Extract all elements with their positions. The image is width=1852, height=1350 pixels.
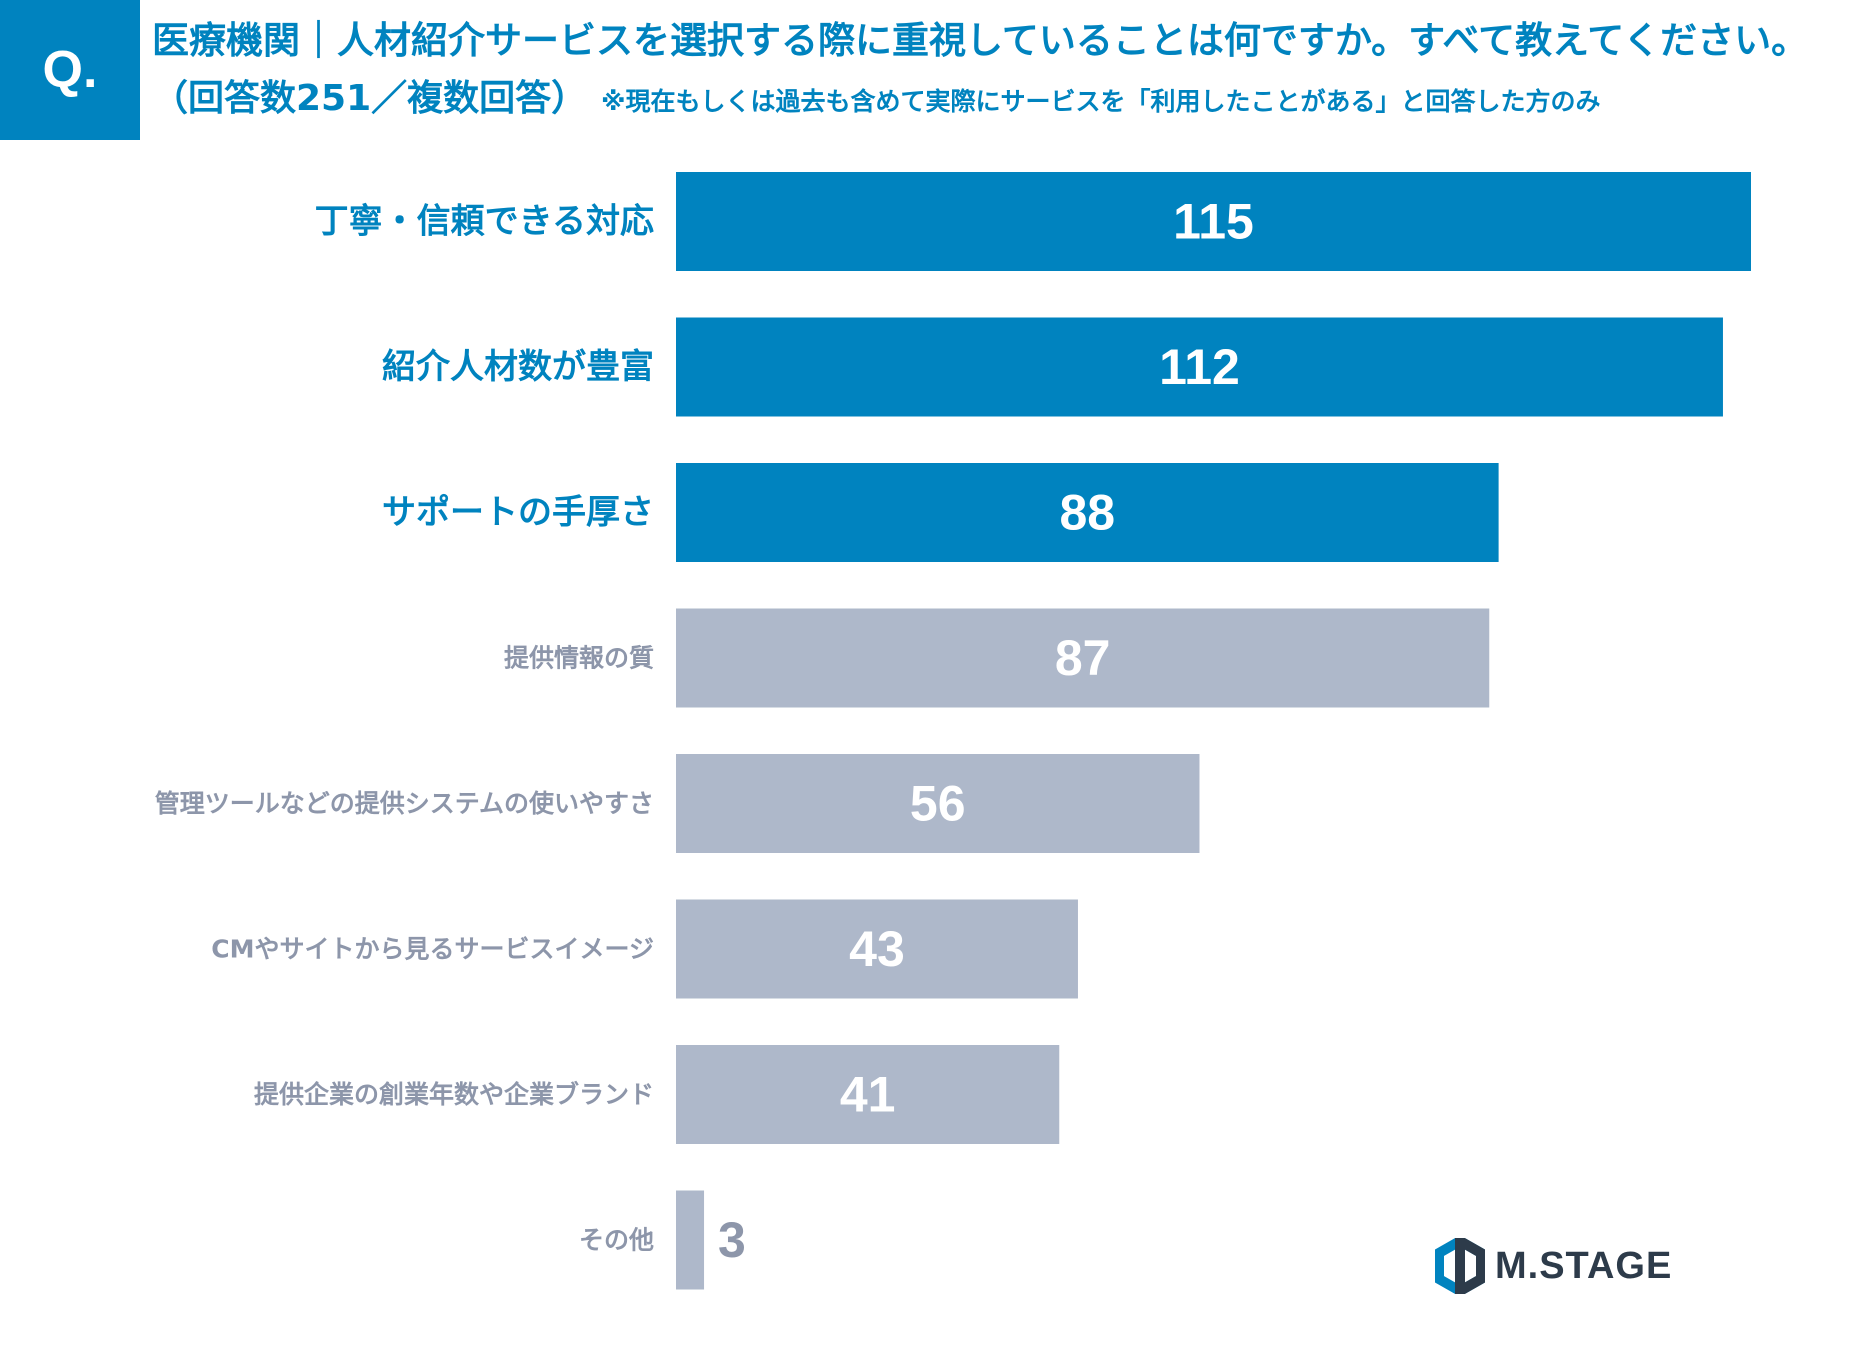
brand-logo: M.STAGE [1435,1238,1672,1294]
bar-2 [676,317,1723,417]
hexagon-logo-icon [1435,1238,1485,1294]
bar-5 [676,754,1200,853]
bar-7 [676,1045,1060,1144]
respondent-note: ※現在もしくは過去も含めて実際にサービスを「利用したことがある」と回答した方のみ [601,87,1601,116]
value-label-1: 115 [1173,194,1254,250]
bar-3 [676,463,1499,562]
value-label-3: 88 [1059,485,1115,541]
value-label-7: 41 [840,1067,896,1123]
category-label-5: 管理ツールなどの提供システムの使いやすさ [155,789,654,818]
value-label-4: 87 [1055,630,1111,686]
bar-6 [676,899,1078,999]
value-label-5: 56 [910,776,966,832]
category-label-2: 紹介人材数が豊富 [382,347,654,387]
question-subtitle: （回答数251／複数回答） ※現在もしくは過去も含めて実際にサービスを「利用したこ… [152,72,1842,132]
category-label-3: サポートの手厚さ [382,493,654,533]
brand-logo-text: M.STAGE [1495,1244,1673,1287]
question-badge: Q. [0,0,140,140]
category-label-8: その他 [579,1226,654,1255]
category-label-6: CMやサイトから見るサービスイメージ [211,935,654,964]
question-title: 医療機関｜人材紹介サービスを選択する際に重視していることは何ですか。すべて教えて… [152,19,1809,62]
response-count: （回答数251／複数回答） [152,78,588,119]
category-label-1: 丁寧・信頼できる対応 [315,202,654,242]
category-label-4: 提供情報の質 [504,644,654,673]
bar-4 [676,608,1490,708]
value-label-6: 43 [849,921,905,977]
value-label-2: 112 [1159,339,1240,395]
value-label-8: 3 [718,1212,746,1268]
bar-1 [676,172,1751,271]
bar-8 [676,1190,705,1290]
category-label-7: 提供企業の創業年数や企業ブランド [254,1080,654,1109]
